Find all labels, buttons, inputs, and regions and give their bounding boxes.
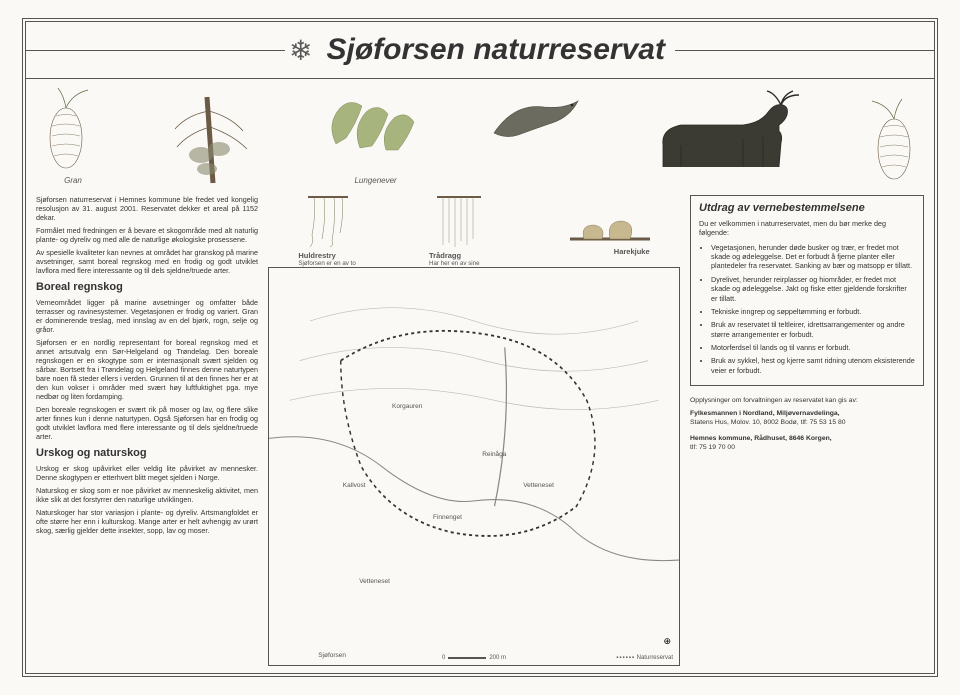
fungus-icon — [560, 195, 660, 245]
inner-frame: ❄ Sjøforsen naturreservat — [25, 21, 935, 674]
illus-gran-left: Gran — [38, 86, 108, 185]
urskog-p1: Urskog er skog upåvirket eller veldig li… — [36, 464, 258, 482]
boreal-p2: Sjøforsen er en nordlig representant for… — [36, 338, 258, 401]
page: ❄ Sjøforsen naturreservat — [0, 0, 960, 695]
contact-block: Opplysninger om forvaltningen av reserva… — [690, 396, 924, 452]
intro-p3: Av spesielle kvaliteter kan nevnes at om… — [36, 248, 258, 275]
urskog-p2: Naturskog er skog som er noe påvirket av… — [36, 486, 258, 504]
mid-illustrations: Huldrestry Sjøforsen er en av to kjente … — [268, 195, 680, 265]
urskog-p3: Naturskoger har stor variasjon i plante-… — [36, 508, 258, 535]
rules-box: Utdrag av vernebestemmelsene Du er velko… — [690, 195, 924, 386]
map-place: Kallvost — [343, 482, 366, 489]
title-row: ❄ Sjøforsen naturreservat — [26, 22, 934, 79]
rule-item: Tekniske inngrep og søppeltømming er for… — [711, 307, 915, 316]
rule-item: Bruk av sykkel, hest og kjerre samt ridn… — [711, 356, 915, 375]
map-legend: ▪▪▪▪▪▪ Naturreservat — [616, 655, 673, 661]
map-scale: 0 200 m — [442, 655, 506, 661]
rule-right — [675, 50, 934, 51]
pinecone-icon — [852, 97, 922, 185]
page-title: Sjøforsen naturreservat — [317, 33, 675, 67]
contact-b2: tlf: 75 19 70 00 — [690, 443, 924, 452]
rules-title: Utdrag av vernebestemmelsene — [699, 202, 915, 214]
map-svg — [269, 268, 679, 665]
thread-lichen-icon — [429, 195, 489, 249]
map-place: Vetteneset — [523, 482, 554, 489]
contact-a2: Statens Hus, Molov. 10, 8002 Bodø, tlf: … — [690, 418, 924, 427]
tradragg-label: Trådragg — [429, 251, 499, 260]
rule-item: Vegetasjonen, herunder døde busker og tr… — [711, 243, 915, 271]
harekjuke-item: Harekjuke — [560, 195, 650, 256]
map-legend-label: Naturreservat — [637, 655, 673, 661]
pinecone-icon — [38, 86, 108, 174]
contact-b1: Hemnes kommune, Rådhuset, 8646 Korgen, — [690, 434, 924, 443]
rules-column: Utdrag av vernebestemmelsene Du er velko… — [690, 195, 924, 666]
illus-moose — [633, 85, 813, 185]
map-place: Finnenget — [433, 514, 462, 521]
illus-bird — [474, 83, 594, 155]
rules-lead: Du er velkommen i naturreservatet, men d… — [699, 219, 915, 238]
urskog-title: Urskog og naturskog — [36, 447, 258, 461]
text-column: Sjøforsen naturreservat i Hemnes kommune… — [36, 195, 258, 666]
bird-icon — [474, 83, 594, 155]
map-place: Reinåga — [482, 451, 506, 458]
scale-from: 0 — [442, 655, 445, 661]
illustration-strip: Gran — [26, 79, 934, 191]
map-place: Sjøforsen — [318, 652, 346, 659]
map-place: Korgauren — [392, 403, 422, 410]
rule-left — [26, 50, 285, 51]
intro-p2: Formålet med fredningen er å bevare et s… — [36, 226, 258, 244]
contact-a1: Fylkesmannen i Nordland, Miljøvernavdeli… — [690, 409, 924, 418]
outer-frame: ❄ Sjøforsen naturreservat — [22, 18, 938, 677]
rule-item: Motorferdsel til lands og til vanns er f… — [711, 343, 915, 352]
middle-column: Huldrestry Sjøforsen er en av to kjente … — [268, 195, 680, 666]
moose-icon — [633, 85, 813, 185]
snowflake-icon: ❄ — [285, 34, 316, 67]
illus-gran-right — [852, 97, 922, 185]
lungenever-label: Lungenever — [354, 176, 396, 185]
rule-item: Bruk av reservatet til teltleirer, idret… — [711, 320, 915, 339]
map: Korgauren Kallvost Reinåga Finnenget Vet… — [268, 267, 680, 666]
illus-lichen-branch — [147, 91, 277, 185]
body-row: Sjøforsen naturreservat i Hemnes kommune… — [26, 191, 934, 674]
branch-icon — [147, 91, 277, 185]
north-arrow-icon: ⊕ — [663, 636, 671, 647]
map-place: Vetteneset — [359, 578, 390, 585]
harekjuke-label: Harekjuke — [560, 247, 650, 256]
lungenever-icon — [316, 84, 436, 174]
intro-p1: Sjøforsen naturreservat i Hemnes kommune… — [36, 195, 258, 222]
rules-list: Vegetasjonen, herunder døde busker og tr… — [699, 243, 915, 375]
boreal-p3: Den boreale regnskogen er svært rik på m… — [36, 405, 258, 441]
huldrestry-label: Huldrestry — [298, 251, 368, 260]
contact-lead: Opplysninger om forvaltningen av reserva… — [690, 396, 924, 405]
hanging-lichen-icon — [298, 195, 358, 249]
scale-to: 200 m — [489, 655, 506, 661]
boreal-title: Boreal regnskog — [36, 281, 258, 295]
rule-item: Dyrelivet, herunder reirplasser og hiomr… — [711, 275, 915, 303]
gran-label: Gran — [64, 176, 82, 185]
illus-lungenever: Lungenever — [316, 84, 436, 185]
boreal-p1: Verneområdet ligger på marine avsetninge… — [36, 298, 258, 334]
